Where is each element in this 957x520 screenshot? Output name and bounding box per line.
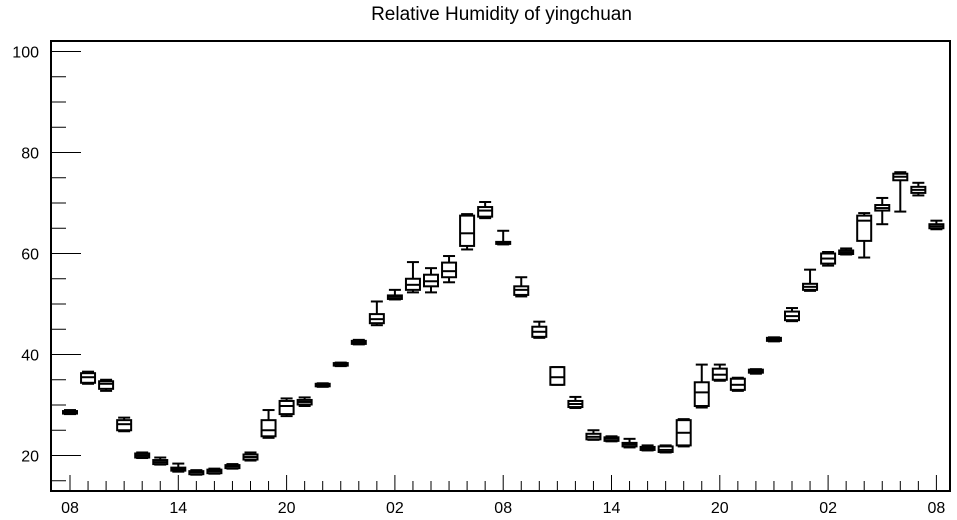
box-5 [152,456,169,466]
box-40 [784,307,800,323]
box-iqr [693,381,710,408]
x-tick-label: 20 [711,500,729,517]
box-iqr [441,261,458,279]
box-43 [838,247,855,256]
box-34 [675,418,692,448]
box-iqr [278,399,295,416]
chart-title: Relative Humidity of yingchuan [371,4,632,25]
plot-frame [50,40,951,492]
box-15 [332,361,349,368]
box-47 [910,181,927,197]
box-45 [874,196,891,226]
box-iqr [549,366,566,386]
y-tick-label: 20 [21,449,39,466]
box-38 [747,368,764,375]
y-tick-label: 60 [21,247,39,264]
box-14 [314,382,331,388]
box-21 [441,255,458,284]
box-32 [639,444,656,452]
box-iqr [459,214,476,247]
box-22 [459,213,476,251]
box-33 [657,444,674,454]
box-20 [423,267,439,294]
box-7 [188,469,205,476]
x-tick-label: 14 [603,500,621,517]
x-axis: 08 14 20 02 08 14 20 02 08 [61,475,945,517]
y-axis: 20 40 60 80 100 [12,45,81,482]
box-25 [513,276,530,298]
x-tick-label: 02 [819,500,837,517]
box-24 [495,229,512,246]
box-42 [820,250,837,267]
x-tick-label: 02 [386,500,404,517]
box-iqr [98,380,115,390]
x-tick-label: 20 [278,500,296,517]
box-1 [80,370,97,385]
y-tick-label: 100 [12,45,39,62]
box-11 [260,409,277,439]
box-27 [549,366,566,386]
box-36 [711,363,728,382]
box-2 [98,378,115,392]
box-4 [134,451,151,460]
box-iqr [116,419,133,432]
x-tick-label: 08 [494,500,512,517]
box-29 [585,429,602,441]
box-26 [531,320,548,339]
x-tick-label: 08 [61,500,79,517]
box-44 [856,212,873,259]
x-tick-label: 14 [169,500,187,517]
box-48 [928,219,945,231]
box-iqr [260,419,277,438]
box-series [62,171,945,476]
box-10 [242,451,259,462]
y-tick-label: 40 [21,348,39,365]
box-13 [296,396,313,408]
box-23 [477,200,494,220]
box-46 [892,171,909,213]
box-37 [729,376,746,392]
box-iqr [477,206,494,218]
x-tick-label: 08 [928,500,946,517]
box-3 [116,416,133,433]
box-12 [278,397,295,418]
box-17 [368,300,385,327]
box-0 [62,409,78,416]
box-28 [567,395,584,410]
box-6 [170,462,187,473]
y-tick-label: 80 [21,146,39,163]
box-iqr [856,214,873,242]
box-19 [404,261,421,294]
box-35 [693,363,710,409]
box-18 [386,288,403,301]
box-16 [350,338,367,346]
box-30 [603,435,620,443]
box-8 [206,467,223,475]
box-39 [765,336,782,343]
box-41 [802,268,819,292]
box-31 [621,437,638,449]
box-9 [224,463,241,470]
